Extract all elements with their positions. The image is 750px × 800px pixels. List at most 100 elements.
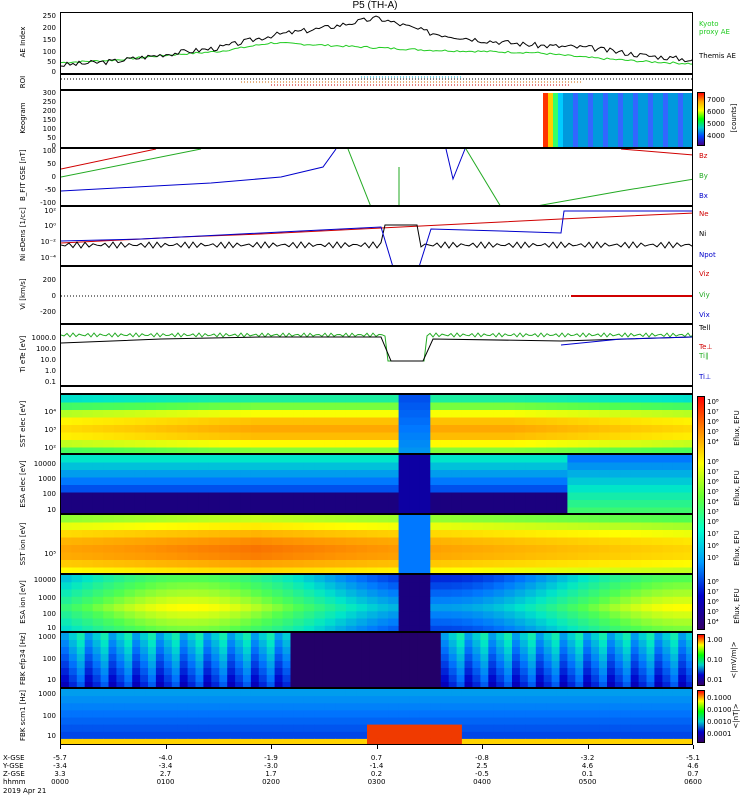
heatmap-cell [124,682,133,687]
heatmap-cell [171,675,181,683]
heatmap-cell [546,552,558,561]
heatmap-cell [409,589,421,598]
heatmap-cell [546,703,558,711]
heatmap-cell [440,661,450,669]
heatmap-cell [145,724,157,733]
heatmap-cell [113,425,125,434]
heatmap-cell [567,589,579,598]
heatmap-cell [377,682,386,687]
heatmap-cell [504,560,516,569]
heatmap-cell [100,668,110,676]
heatmap-cell [578,611,590,620]
heatmap-cell [493,604,505,612]
heatmap-cell [377,485,389,494]
heatmap-cell [272,477,284,486]
heatmap-cell [662,537,674,546]
heatmap-cell [419,402,431,411]
heatmap-cell [124,560,136,569]
heatmap-cell [514,492,526,501]
heatmap-cell [330,654,339,662]
heatmap-cell [461,604,474,612]
keogram-cell [583,93,588,147]
heatmap-cell [198,724,210,733]
heatmap-cell [620,530,632,539]
heatmap-cell [187,717,199,726]
footer-value: 0300 [367,778,386,786]
heatmap-cell [620,515,632,524]
heatmap-cell [651,717,663,726]
heatmap-cell [61,447,73,453]
heatmap-cell [219,560,231,569]
tick-label: 300 [42,89,56,97]
heatmap-cell [166,402,178,411]
keogram-cbar-label: [counts] [730,103,738,133]
heatmap-cell [219,395,231,404]
heatmap-cell [345,661,355,669]
heatmap-cell [567,633,576,641]
heatmap-cell [140,661,149,669]
heatmap-cell [607,661,616,669]
heatmap-cell [145,432,157,441]
heatmap-cell [367,492,379,501]
heatmap-cell [282,447,294,453]
heatmap-cell [367,417,379,426]
heatmap-cell [84,675,94,683]
heatmap-cell [480,682,489,687]
heatmap-cell [367,731,379,740]
heatmap-cell [219,738,231,744]
heatmap-cell [567,567,579,573]
heatmap-cell [599,618,611,627]
heatmap-cell [324,589,336,598]
sst-ion-spectrogram [61,515,692,573]
heatmap-cell [578,552,590,561]
heatmap-cell [519,633,529,641]
heatmap-cell [546,738,558,744]
heatmap-cell [480,668,489,676]
heatmap-cell [177,402,189,411]
heatmap-cell [377,633,386,641]
heatmap-cell [683,432,692,441]
heatmap-cell [282,724,294,733]
heatmap-cell [672,545,685,554]
heatmap-cell [82,567,94,573]
heatmap-cell [483,447,495,453]
heatmap-cell [546,447,558,453]
heatmap-cell [367,738,379,744]
heatmap-cell [145,447,157,453]
heatmap-cell [377,661,386,669]
heatmap-cell [464,668,473,676]
heatmap-cell [61,440,73,449]
heatmap-cell [345,410,358,419]
heatmap-cell [588,500,600,509]
keogram-cell [663,93,668,147]
heatmap-cell [651,477,663,486]
heatmap-cell [662,425,674,434]
heatmap-cell [461,462,474,471]
heatmap-cell [314,575,326,583]
heatmap-cell [335,455,347,464]
heatmap-cell [567,654,576,662]
tick-label: 10⁻² [40,238,56,246]
heatmap-cell [335,462,347,471]
heatmap-cell [567,515,579,524]
heatmap-cell [609,738,621,744]
heatmap-cell [335,537,347,546]
heatmap-cell [630,462,642,471]
heatmap-cell [145,395,157,404]
heatmap-cell [314,589,326,598]
heatmap-cell [208,575,220,583]
heatmap-cell [512,668,521,676]
heatmap-cell [630,689,642,697]
heatmap-cell [527,675,537,683]
heatmap-cell [356,530,368,539]
heatmap-cell [145,440,157,449]
heatmap-cell [398,507,410,513]
heatmap-cell [546,455,558,464]
heatmap-cell [103,485,115,494]
heatmap-cell [272,560,284,569]
heatmap-cell [556,731,569,740]
heatmap-cell [282,567,294,573]
heatmap-cell [525,425,537,434]
heatmap-cell [448,647,458,655]
heatmap-cell [451,425,463,434]
